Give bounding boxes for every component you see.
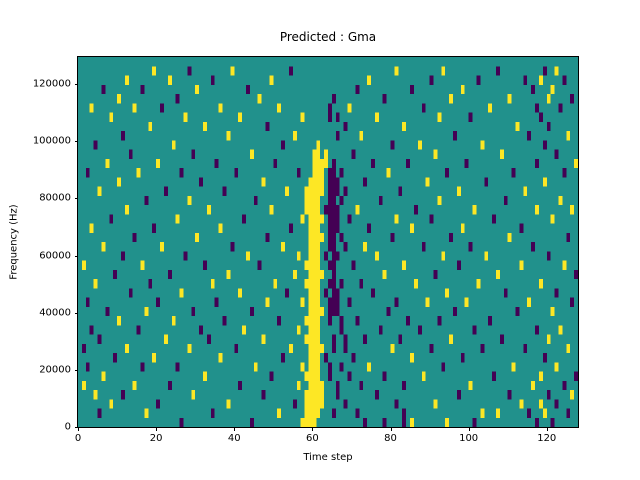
x-axis-tick-label: 80 [384,433,397,444]
x-axis-tick-label: 100 [459,433,479,444]
x-axis-tick-mark [312,427,313,431]
x-axis-tick-label: 0 [74,433,82,444]
x-axis-tick-label: 60 [306,433,319,444]
y-axis-tick-mark [74,256,78,257]
y-axis-tick-mark [74,370,78,371]
x-axis-tick-mark [469,427,470,431]
y-axis-tick-label: 20000 [39,364,71,376]
heatmap-plot-area [77,56,579,428]
y-axis-tick-label: 100000 [32,135,71,147]
y-axis-tick-label: 80000 [39,192,71,204]
y-axis-tick-mark [74,313,78,314]
x-axis-label: Time step [303,452,353,463]
y-axis-label: Frequency (Hz) [8,204,20,280]
x-axis-tick-mark [78,427,79,431]
x-axis-tick-label: 20 [149,433,163,444]
x-axis-tick-mark [547,427,548,431]
y-axis-tick-mark [74,84,78,85]
y-axis-tick-mark [74,427,78,428]
x-axis-tick-label: 40 [227,433,241,444]
x-axis-tick-mark [234,427,235,431]
page-title: Predicted : Gma [279,30,377,44]
y-axis-tick-label: 0 [64,421,71,433]
y-axis-tick-mark [74,198,78,199]
y-axis-tick-label: 60000 [39,250,71,262]
x-axis-tick-mark [156,427,157,431]
y-axis-tick-label: 40000 [39,307,71,319]
x-axis-tick-mark [391,427,392,431]
y-axis-tick-label: 120000 [32,78,71,90]
y-axis-tick-mark [74,141,78,142]
x-axis-tick-label: 120 [537,433,557,444]
heatmap-image [78,57,578,427]
